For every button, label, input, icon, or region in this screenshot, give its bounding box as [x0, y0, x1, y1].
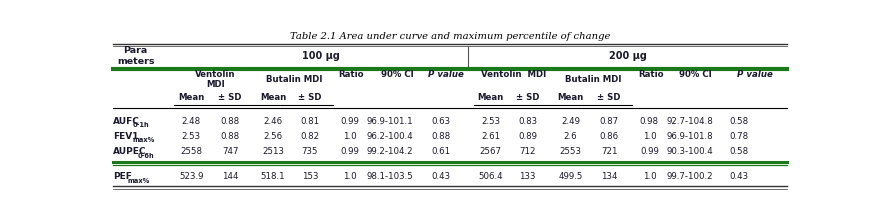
Text: 0.61: 0.61: [431, 147, 450, 156]
Text: 96.9-101.1: 96.9-101.1: [367, 117, 413, 126]
Text: max%: max%: [128, 178, 150, 184]
Text: 2.49: 2.49: [560, 117, 579, 126]
Text: 523.9: 523.9: [179, 172, 203, 181]
Text: 0.58: 0.58: [729, 117, 748, 126]
Text: 721: 721: [600, 147, 617, 156]
Text: Ventolin
MDI: Ventolin MDI: [195, 70, 235, 89]
Text: AUPEC: AUPEC: [113, 147, 146, 156]
Text: 2.61: 2.61: [481, 132, 500, 141]
Text: Butalin MDI: Butalin MDI: [266, 75, 323, 84]
Text: 518.1: 518.1: [260, 172, 285, 181]
Text: 0.78: 0.78: [729, 132, 748, 141]
Text: 0.99: 0.99: [340, 147, 359, 156]
Text: 0.43: 0.43: [729, 172, 748, 181]
Text: 499.5: 499.5: [558, 172, 582, 181]
Text: 1.0: 1.0: [642, 172, 655, 181]
Text: 100 µg: 100 µg: [302, 51, 340, 61]
Text: 92.7-104.8: 92.7-104.8: [666, 117, 712, 126]
Text: ± SD: ± SD: [596, 93, 620, 102]
Text: Butalin MDI: Butalin MDI: [564, 75, 620, 84]
Text: 0.87: 0.87: [599, 117, 618, 126]
Text: P value: P value: [736, 70, 772, 79]
Text: 506.4: 506.4: [478, 172, 503, 181]
Text: 0.83: 0.83: [517, 117, 537, 126]
Text: 153: 153: [301, 172, 317, 181]
Text: 0.89: 0.89: [517, 132, 537, 141]
Text: 200 µg: 200 µg: [608, 51, 645, 61]
Text: FEV1: FEV1: [113, 132, 139, 141]
Text: Para
meters: Para meters: [117, 46, 154, 66]
Text: P value: P value: [427, 70, 463, 79]
Text: Mean: Mean: [260, 93, 286, 102]
Text: 99.2-104.2: 99.2-104.2: [367, 147, 413, 156]
Text: 0.58: 0.58: [729, 147, 748, 156]
Text: 0.81: 0.81: [300, 117, 319, 126]
Text: ± SD: ± SD: [297, 93, 321, 102]
Text: 735: 735: [301, 147, 317, 156]
Text: max%: max%: [132, 138, 155, 143]
Text: 2.56: 2.56: [263, 132, 282, 141]
Text: 99.7-100.2: 99.7-100.2: [666, 172, 712, 181]
Text: 0.63: 0.63: [431, 117, 450, 126]
Text: ± SD: ± SD: [515, 93, 538, 102]
Text: Table 2.1 Area under curve and maximum percentile of change: Table 2.1 Area under curve and maximum p…: [289, 32, 610, 41]
Text: Ratio: Ratio: [638, 70, 663, 79]
Text: 2.46: 2.46: [263, 117, 282, 126]
Text: 1.0: 1.0: [343, 172, 356, 181]
Text: 2.48: 2.48: [182, 117, 201, 126]
Text: 96.9-101.8: 96.9-101.8: [666, 132, 712, 141]
Text: 0.86: 0.86: [599, 132, 618, 141]
Text: 90% CI: 90% CI: [679, 70, 711, 79]
Text: 0.88: 0.88: [220, 132, 239, 141]
Text: 0-6h: 0-6h: [138, 153, 154, 159]
Text: 0-1h: 0-1h: [132, 122, 149, 128]
Text: 0.88: 0.88: [220, 117, 239, 126]
Text: 144: 144: [222, 172, 239, 181]
Text: 0.98: 0.98: [639, 117, 658, 126]
Text: Mean: Mean: [178, 93, 204, 102]
Text: 747: 747: [222, 147, 239, 156]
Text: 2.53: 2.53: [182, 132, 201, 141]
Text: 2.6: 2.6: [563, 132, 576, 141]
Text: Mean: Mean: [477, 93, 503, 102]
Text: Ventolin  MDI: Ventolin MDI: [481, 70, 545, 79]
Text: 133: 133: [518, 172, 535, 181]
Text: Ratio: Ratio: [339, 70, 364, 79]
Text: 90% CI: 90% CI: [380, 70, 413, 79]
Text: 2.53: 2.53: [481, 117, 500, 126]
Text: 0.88: 0.88: [431, 132, 450, 141]
Text: 2553: 2553: [559, 147, 581, 156]
Text: 1.0: 1.0: [343, 132, 356, 141]
Text: AUFC: AUFC: [113, 117, 139, 126]
Text: 0.82: 0.82: [300, 132, 319, 141]
Text: 2567: 2567: [479, 147, 502, 156]
Text: 2558: 2558: [180, 147, 203, 156]
Text: ± SD: ± SD: [218, 93, 242, 102]
Text: 1.0: 1.0: [642, 132, 655, 141]
Text: 98.1-103.5: 98.1-103.5: [367, 172, 413, 181]
Text: 0.43: 0.43: [431, 172, 450, 181]
Text: PEF: PEF: [113, 172, 132, 181]
Text: 134: 134: [600, 172, 617, 181]
Text: 2513: 2513: [261, 147, 284, 156]
Text: 712: 712: [518, 147, 535, 156]
Text: 0.99: 0.99: [340, 117, 359, 126]
Text: 96.2-100.4: 96.2-100.4: [367, 132, 413, 141]
Text: 0.99: 0.99: [639, 147, 658, 156]
Text: Mean: Mean: [557, 93, 583, 102]
Text: 90.3-100.4: 90.3-100.4: [666, 147, 712, 156]
